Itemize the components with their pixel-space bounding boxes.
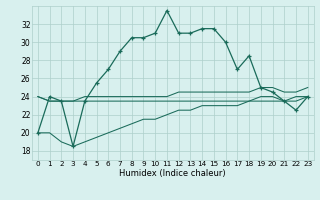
X-axis label: Humidex (Indice chaleur): Humidex (Indice chaleur) bbox=[119, 169, 226, 178]
